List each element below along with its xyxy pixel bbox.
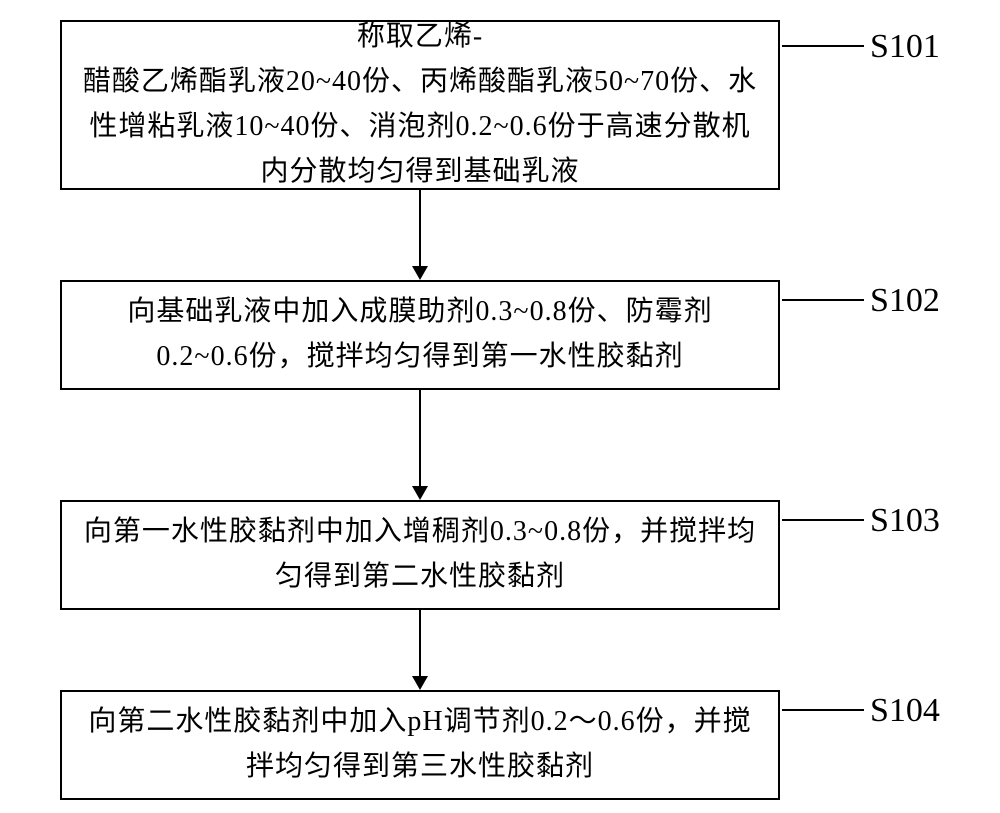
step-text-s103: 向第一水性胶黏剂中加入增稠剂0.3~0.8份，并搅拌均匀得到第二水性胶黏剂 bbox=[82, 510, 758, 600]
step-text-s101: 称取乙烯-醋酸乙烯酯乳液20~40份、丙烯酸酯乳液50~70份、水性增粘乳液10… bbox=[82, 15, 758, 194]
step-label-s102: S102 bbox=[870, 282, 940, 320]
arrow-head-icon bbox=[412, 266, 428, 280]
arrow-head-icon bbox=[412, 676, 428, 690]
step-box-s104: 向第二水性胶黏剂中加入pH调节剂0.2～0.6份，并搅拌均匀得到第三水性胶黏剂 bbox=[60, 690, 780, 800]
label-connector-s104 bbox=[782, 709, 864, 711]
step-label-s103: S103 bbox=[870, 502, 940, 540]
label-connector-s102 bbox=[782, 299, 864, 301]
arrow-line-icon bbox=[419, 390, 421, 486]
label-connector-s101 bbox=[782, 45, 864, 47]
arrow-head-icon bbox=[412, 486, 428, 500]
arrow-line-icon bbox=[419, 610, 421, 676]
step-box-s101: 称取乙烯-醋酸乙烯酯乳液20~40份、丙烯酸酯乳液50~70份、水性增粘乳液10… bbox=[60, 20, 780, 190]
step-box-s102: 向基础乳液中加入成膜助剂0.3~0.8份、防霉剂0.2~0.6份，搅拌均匀得到第… bbox=[60, 280, 780, 390]
flowchart-container: 称取乙烯-醋酸乙烯酯乳液20~40份、丙烯酸酯乳液50~70份、水性增粘乳液10… bbox=[0, 0, 1000, 813]
arrow-line-icon bbox=[419, 190, 421, 266]
step-text-s102: 向基础乳液中加入成膜助剂0.3~0.8份、防霉剂0.2~0.6份，搅拌均匀得到第… bbox=[82, 290, 758, 380]
step-box-s103: 向第一水性胶黏剂中加入增稠剂0.3~0.8份，并搅拌均匀得到第二水性胶黏剂 bbox=[60, 500, 780, 610]
label-connector-s103 bbox=[782, 519, 864, 521]
step-label-s104: S104 bbox=[870, 692, 940, 730]
step-label-s101: S101 bbox=[870, 28, 940, 66]
step-text-s104: 向第二水性胶黏剂中加入pH调节剂0.2～0.6份，并搅拌均匀得到第三水性胶黏剂 bbox=[82, 700, 758, 790]
